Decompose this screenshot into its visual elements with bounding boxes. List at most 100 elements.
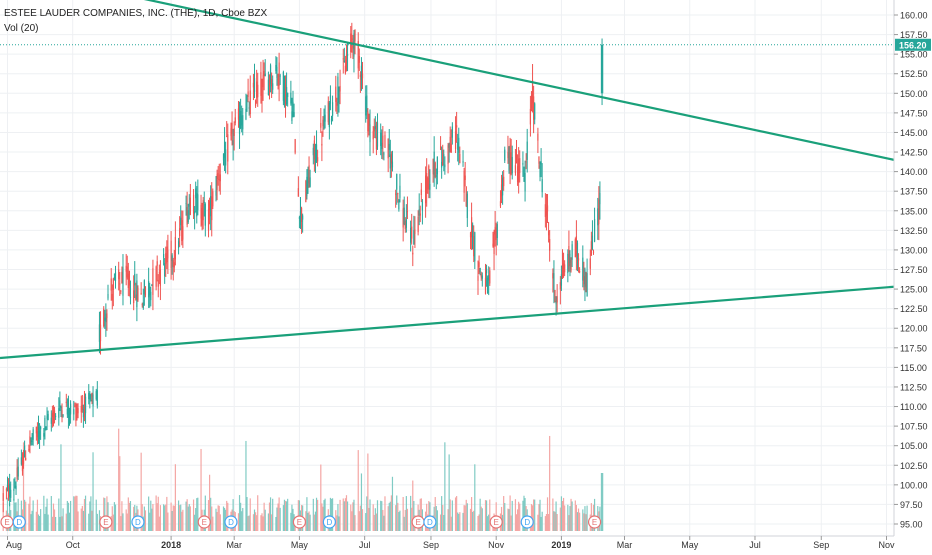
event-label: D (427, 518, 433, 527)
volume-bar (242, 508, 244, 531)
event-circle (489, 515, 503, 529)
candle (342, 48, 344, 74)
candle-body (539, 165, 541, 178)
candle (254, 99, 257, 108)
volume-indicator-label[interactable]: Vol (20) (4, 23, 39, 34)
candle (269, 63, 272, 93)
candle (43, 428, 45, 446)
candle-body (189, 197, 191, 215)
candle (81, 394, 83, 413)
volume-bar (13, 498, 15, 531)
candle-body (5, 489, 8, 491)
volume-bar (77, 511, 79, 531)
candle (47, 410, 49, 421)
candle (541, 163, 543, 198)
price-axis[interactable]: 95.00 97.50 100.00 102.50 105.00 107.50 110.00… (893, 0, 932, 550)
candle (149, 282, 151, 308)
volume-bar (469, 508, 472, 531)
candle (144, 286, 147, 298)
candle-body (503, 176, 505, 187)
candle (384, 131, 386, 148)
legend[interactable]: ESTEE LAUDER COMPANIES, INC. (THE), 1D, … (4, 6, 267, 36)
candle (60, 405, 62, 418)
candle (470, 202, 473, 250)
candle (140, 282, 142, 295)
candle-body (359, 74, 361, 78)
candle (313, 135, 315, 172)
volume-bar (503, 496, 505, 531)
candle-body (166, 246, 168, 263)
candle-body (502, 177, 504, 196)
candle (112, 277, 114, 307)
volume-bar (204, 495, 206, 531)
candle (330, 115, 333, 125)
candle-body (300, 207, 303, 222)
volume-bar (119, 456, 121, 531)
volume-bar (52, 503, 55, 531)
candle (98, 311, 101, 354)
candle (113, 273, 116, 281)
candle-body (136, 280, 138, 308)
candle-body (75, 404, 77, 421)
candle-body (192, 194, 195, 214)
volume-bar (338, 516, 340, 531)
time-axis[interactable]: Aug Oct 2018 Mar May Jul Sep Nov 2019 Mar May Jul Se… (0, 535, 932, 550)
volume-bar (151, 508, 153, 531)
volume-bar (194, 514, 196, 531)
candle (485, 264, 488, 287)
candle-body (284, 84, 287, 106)
event-label: E (103, 518, 108, 527)
candle-body (568, 246, 570, 267)
candle-body (328, 103, 330, 128)
volume-bar (509, 495, 511, 531)
candle-body (171, 255, 173, 262)
candle-body (489, 270, 491, 284)
candle (5, 487, 8, 500)
volume-bar (95, 499, 97, 531)
candle-body (91, 392, 93, 397)
candle (10, 481, 12, 503)
volume-bar (488, 514, 490, 531)
symbol-title[interactable]: ESTEE LAUDER COMPANIES, INC. (THE), 1D, … (4, 8, 268, 19)
candle-body (174, 236, 176, 260)
candle-body (343, 60, 345, 62)
candle (173, 249, 175, 273)
candle (267, 71, 270, 96)
candle-body (32, 429, 34, 440)
price-tick-label: 97.50 (900, 500, 923, 510)
candle (118, 261, 120, 291)
candle-body (508, 147, 510, 171)
candle-body (150, 291, 152, 301)
candle (425, 166, 427, 218)
candle (142, 288, 144, 310)
candle-body (65, 401, 67, 404)
volume-bar (81, 505, 83, 531)
volume-bar (30, 514, 32, 531)
volume-bar (456, 496, 458, 531)
candle (555, 296, 557, 316)
candle-body (83, 395, 86, 417)
volume-bar (152, 504, 154, 531)
volume-bar (104, 498, 106, 531)
trendlines[interactable] (0, 0, 895, 360)
candle-body (217, 173, 219, 179)
candle (283, 75, 286, 108)
volume-bar (441, 496, 443, 531)
volume-bar (420, 498, 422, 531)
candle (509, 137, 511, 185)
volume-bar (91, 510, 93, 531)
candle-body (77, 408, 79, 414)
volume-bar (330, 498, 333, 531)
price-tick-label: 107.50 (900, 422, 928, 432)
volume-bar (395, 505, 397, 531)
volume-bar (479, 498, 481, 531)
volume-bar (88, 513, 90, 531)
candle-body (40, 426, 42, 430)
earnings-marker: E (197, 515, 211, 529)
candle-body (414, 229, 416, 234)
candle (582, 245, 584, 288)
candle (353, 29, 355, 73)
